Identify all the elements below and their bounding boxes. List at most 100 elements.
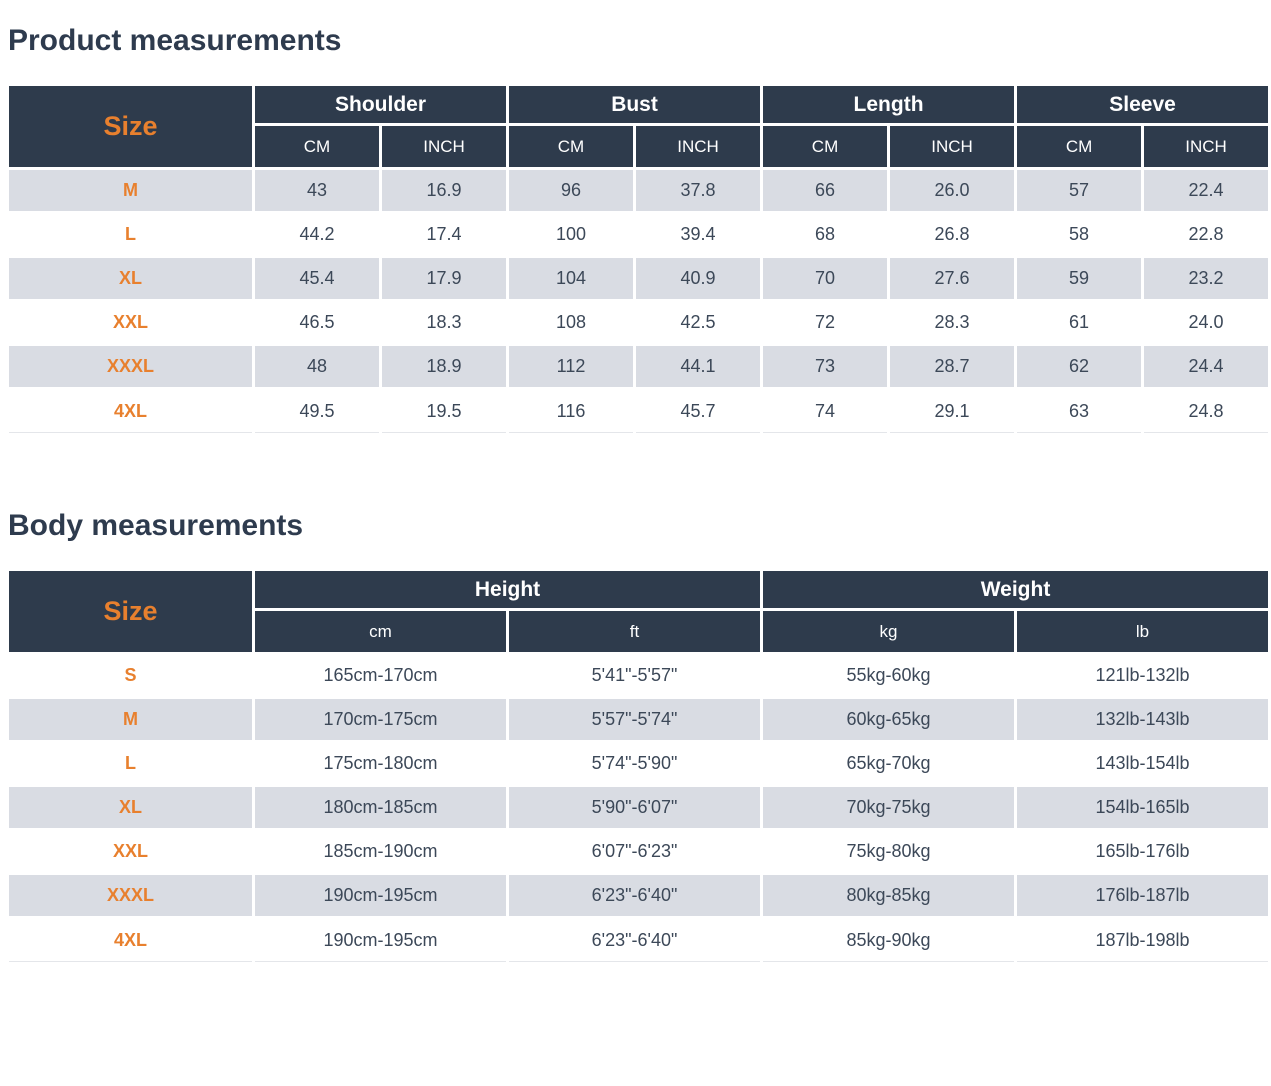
measurement-cell: 74 (760, 387, 891, 433)
unit-header-kg: kg (760, 608, 1018, 655)
table-row: M 43 16.9 96 37.8 66 26.0 57 22.4 (6, 167, 1271, 214)
measurement-cell: 45.7 (633, 387, 764, 433)
unit-header-inch: INCH (887, 123, 1018, 170)
table-row: 4XL 49.5 19.5 116 45.7 74 29.1 63 24.8 (6, 387, 1271, 433)
measurement-cell: 75kg-80kg (760, 828, 1018, 875)
unit-header-cm: cm (252, 608, 509, 655)
body-table-header: Size Height Weight cm ft kg lb (6, 568, 1271, 655)
measurement-cell: 23.2 (1141, 255, 1271, 302)
measurement-cell: 116 (506, 387, 637, 433)
shoulder-column-header: Shoulder (251, 83, 510, 126)
measurement-cell: 27.6 (887, 255, 1018, 302)
measurement-cell: 154lb-165lb (1014, 784, 1271, 831)
size-label: XL (6, 255, 255, 302)
product-table-header: Size Shoulder Bust Length Sleeve CM INCH… (6, 83, 1271, 170)
measurement-cell: 72 (760, 299, 891, 346)
unit-header-inch: INCH (378, 123, 510, 170)
measurement-cell: 66 (760, 167, 891, 214)
size-label: L (6, 211, 255, 258)
measurement-cell: 49.5 (252, 387, 382, 433)
unit-header-inch: INCH (1141, 123, 1271, 170)
measurement-cell: 143lb-154lb (1014, 740, 1271, 787)
unit-header-lb: lb (1014, 608, 1271, 655)
measurement-cell: 6'23"-6'40" (505, 872, 764, 919)
measurement-cell: 28.7 (887, 343, 1018, 390)
measurement-cell: 165lb-176lb (1014, 828, 1271, 875)
table-row: XXXL 190cm-195cm 6'23"-6'40" 80kg-85kg 176lb… (6, 872, 1271, 919)
size-label: XXXL (6, 343, 255, 390)
body-measurements-title: Body measurements (8, 509, 304, 542)
size-label: 4XL (6, 916, 255, 962)
product-measurements-title: Product measurements (8, 24, 342, 57)
measurement-cell: 70kg-75kg (760, 784, 1018, 831)
size-label: XXL (6, 299, 255, 346)
measurement-cell: 42.5 (633, 299, 764, 346)
measurement-cell: 48 (252, 343, 382, 390)
measurement-cell: 26.8 (887, 211, 1018, 258)
measurement-cell: 190cm-195cm (252, 916, 509, 962)
measurement-cell: 108 (506, 299, 637, 346)
body-table-body: S 165cm-170cm 5'41"-5'57" 55kg-60kg 121lb-13… (6, 652, 1271, 962)
size-label: XXL (6, 828, 255, 875)
table-row: M 170cm-175cm 5'57"-5'74" 60kg-65kg 132lb-14… (6, 696, 1271, 743)
table-row: XXL 46.5 18.3 108 42.5 72 28.3 61 24.0 (6, 299, 1271, 346)
measurement-cell: 5'41"-5'57" (505, 652, 764, 699)
measurement-cell: 18.3 (378, 299, 510, 346)
table-row: XL 180cm-185cm 5'90"-6'07" 70kg-75kg 154lb-1… (6, 784, 1271, 831)
size-chart-page: Product measurements Size Shoulder Bust … (0, 24, 1271, 962)
length-column-header: Length (760, 83, 1018, 126)
measurement-cell: 29.1 (887, 387, 1018, 433)
measurement-cell: 19.5 (378, 387, 510, 433)
measurement-cell: 63 (1014, 387, 1145, 433)
measurement-cell: 187lb-198lb (1014, 916, 1271, 962)
measurement-cell: 39.4 (633, 211, 764, 258)
sleeve-column-header: Sleeve (1014, 83, 1271, 126)
measurement-cell: 22.8 (1141, 211, 1271, 258)
measurement-cell: 45.4 (252, 255, 382, 302)
measurement-cell: 190cm-195cm (252, 872, 509, 919)
measurement-cell: 55kg-60kg (760, 652, 1018, 699)
size-label: 4XL (6, 387, 255, 433)
measurement-cell: 65kg-70kg (760, 740, 1018, 787)
measurement-cell: 68 (760, 211, 891, 258)
measurement-cell: 28.3 (887, 299, 1018, 346)
measurement-cell: 70 (760, 255, 891, 302)
measurement-cell: 6'07"-6'23" (505, 828, 764, 875)
measurement-cell: 165cm-170cm (252, 652, 509, 699)
weight-column-header: Weight (760, 568, 1271, 611)
table-row: L 175cm-180cm 5'74"-5'90" 65kg-70kg 143lb-15… (6, 740, 1271, 787)
measurement-cell: 175cm-180cm (252, 740, 509, 787)
measurement-cell: 96 (506, 167, 637, 214)
unit-header-cm: CM (252, 123, 382, 170)
table-row: XXXL 48 18.9 112 44.1 73 28.7 62 24.4 (6, 343, 1271, 390)
measurement-cell: 61 (1014, 299, 1145, 346)
measurement-cell: 73 (760, 343, 891, 390)
measurement-cell: 80kg-85kg (760, 872, 1018, 919)
measurement-cell: 17.4 (378, 211, 510, 258)
body-measurements-table: Size Height Weight cm ft kg lb S 165cm-17… (6, 568, 1271, 962)
measurement-cell: 58 (1014, 211, 1145, 258)
table-row: 4XL 190cm-195cm 6'23"-6'40" 85kg-90kg 187lb-… (6, 916, 1271, 962)
size-label: XL (6, 784, 255, 831)
measurement-cell: 185cm-190cm (252, 828, 509, 875)
table-row: S 165cm-170cm 5'41"-5'57" 55kg-60kg 121lb-13… (6, 652, 1271, 699)
unit-header-inch: INCH (633, 123, 764, 170)
measurement-cell: 62 (1014, 343, 1145, 390)
measurement-cell: 18.9 (378, 343, 510, 390)
unit-header-cm: CM (1014, 123, 1145, 170)
table-row: XXL 185cm-190cm 6'07"-6'23" 75kg-80kg 165lb-… (6, 828, 1271, 875)
size-label: L (6, 740, 255, 787)
measurement-cell: 112 (506, 343, 637, 390)
measurement-cell: 24.8 (1141, 387, 1271, 433)
measurement-cell: 17.9 (378, 255, 510, 302)
measurement-cell: 121lb-132lb (1014, 652, 1271, 699)
measurement-cell: 180cm-185cm (252, 784, 509, 831)
measurement-cell: 6'23"-6'40" (505, 916, 764, 962)
measurement-cell: 24.4 (1141, 343, 1271, 390)
bust-column-header: Bust (506, 83, 764, 126)
measurement-cell: 59 (1014, 255, 1145, 302)
product-table-body: M 43 16.9 96 37.8 66 26.0 57 22.4 L 44.2 17.4 100 39.… (6, 167, 1271, 433)
measurement-cell: 5'57"-5'74" (505, 696, 764, 743)
size-label: M (6, 167, 255, 214)
measurement-cell: 170cm-175cm (252, 696, 509, 743)
